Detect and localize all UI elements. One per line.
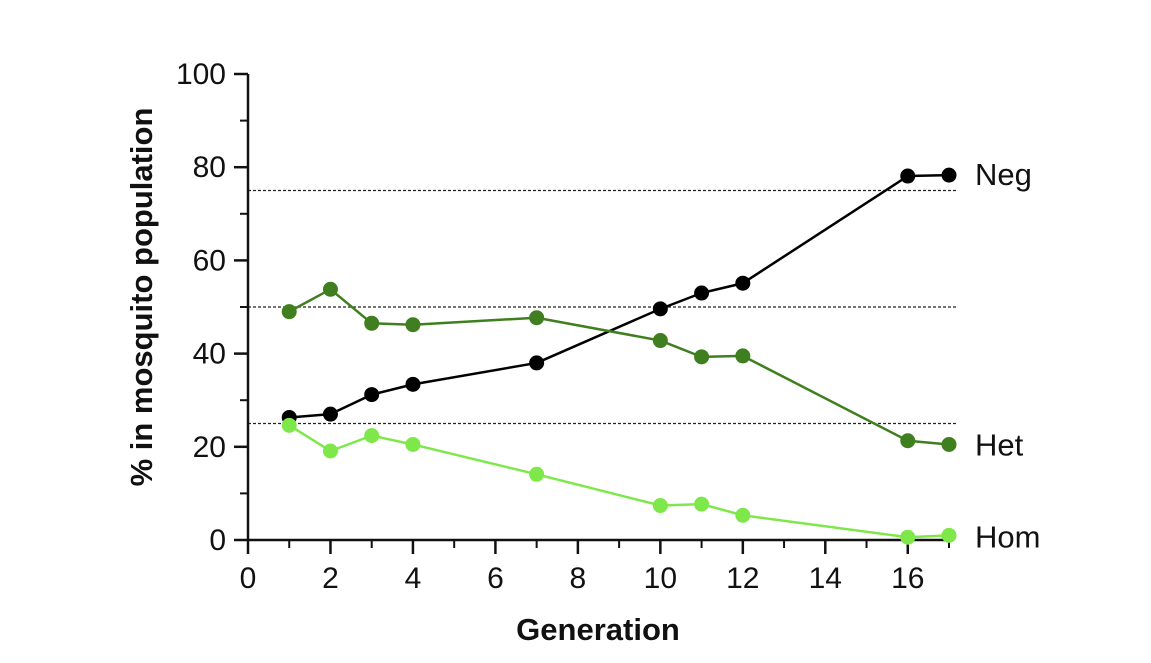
x-tick-label-4: 4	[405, 562, 422, 595]
data-point-het-gen-16	[900, 433, 916, 449]
data-point-hom-gen-11	[694, 496, 710, 512]
series-hom	[281, 417, 957, 545]
series-line-hom	[288, 424, 950, 539]
data-point-het-gen-3	[364, 315, 380, 331]
data-point-hom-gen-1	[281, 417, 297, 433]
data-point-neg-gen-12	[735, 275, 751, 291]
data-point-neg-gen-7	[529, 355, 545, 371]
series-group	[281, 167, 957, 545]
series-het	[281, 281, 957, 452]
data-point-hom-gen-12	[735, 507, 751, 523]
data-point-het-gen-10	[652, 333, 668, 349]
data-point-het-gen-17	[941, 436, 957, 452]
series-line-neg	[289, 173, 950, 419]
data-point-hom-gen-17	[941, 527, 957, 543]
data-point-hom-gen-3	[364, 428, 380, 444]
y-tick-label-100: 100	[176, 58, 226, 91]
x-tick-label-12: 12	[726, 562, 759, 595]
data-point-het-gen-12	[735, 348, 751, 364]
series-label-neg: Neg	[975, 157, 1032, 192]
x-tick-label-10: 10	[644, 562, 677, 595]
data-point-neg-gen-10	[652, 301, 668, 317]
data-point-neg-gen-4	[405, 376, 421, 392]
data-point-neg-gen-16	[900, 168, 916, 184]
data-point-het-gen-11	[694, 349, 710, 365]
series-label-hom: Hom	[975, 519, 1040, 554]
x-axis-title: Generation	[516, 612, 680, 647]
data-point-hom-gen-7	[529, 466, 545, 482]
y-axis-title: % in mosquito population	[124, 108, 159, 487]
x-tick-label-6: 6	[487, 562, 504, 595]
data-point-het-gen-1	[281, 304, 297, 320]
x-tick-label-8: 8	[570, 562, 587, 595]
x-tick-label-16: 16	[891, 562, 924, 595]
x-tick-label-14: 14	[809, 562, 842, 595]
y-tick-label-20: 20	[193, 431, 226, 464]
series-neg	[281, 167, 957, 425]
x-tick-label-2: 2	[322, 562, 339, 595]
data-point-hom-gen-10	[652, 498, 668, 514]
series-labels: Neg Het Hom	[975, 157, 1040, 554]
data-point-neg-gen-17	[941, 167, 957, 183]
data-point-het-gen-4	[405, 317, 421, 333]
data-point-hom-gen-4	[405, 436, 421, 452]
series-line-het	[288, 288, 950, 446]
series-label-het: Het	[975, 427, 1024, 462]
data-point-het-gen-7	[529, 310, 545, 326]
axes: 0 20 40 60 80 100 0 2 4 6 8 10 12 14 16	[176, 58, 950, 595]
y-tick-label-80: 80	[193, 151, 226, 184]
data-point-neg-gen-2	[322, 406, 338, 422]
data-point-hom-gen-2	[322, 443, 338, 459]
y-tick-label-40: 40	[193, 338, 226, 371]
x-tick-label-0: 0	[240, 562, 257, 595]
y-tick-label-60: 60	[193, 244, 226, 277]
data-point-neg-gen-11	[694, 285, 710, 301]
data-point-het-gen-2	[322, 281, 338, 297]
data-point-hom-gen-16	[900, 529, 916, 545]
y-tick-label-0: 0	[209, 524, 226, 557]
data-point-neg-gen-3	[364, 387, 380, 403]
reference-lines	[248, 189, 958, 425]
